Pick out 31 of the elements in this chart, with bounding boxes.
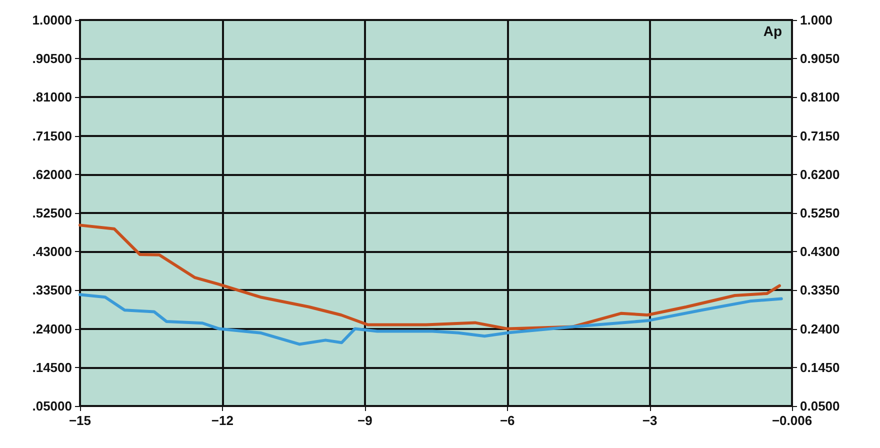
y2-tick-label: 0.5250 (800, 206, 840, 220)
y-tick-label: .24000 (32, 321, 72, 336)
y2-tick-label: 1.000 (800, 12, 833, 28)
y-tick-label: .52500 (32, 206, 72, 220)
x-tick-label: −6 (500, 413, 515, 428)
y2-tick-label: 0.4300 (800, 244, 840, 260)
y2-tick-label: 0.9050 (800, 51, 840, 66)
x-tick-label: −0.006 (772, 413, 812, 428)
y2-tick-label: 0.0500 (800, 398, 840, 414)
x-tick-label: −9 (358, 413, 372, 428)
y2-tick-label: 0.2400 (800, 321, 840, 336)
y-tick-label: 1.0000 (32, 12, 72, 28)
y-tick-label: .71500 (32, 128, 72, 144)
y-tick-label: .05000 (32, 398, 72, 414)
y2-tick-label: 0.3350 (800, 282, 840, 298)
x-tick-label: −3 (642, 413, 658, 428)
y-tick-label: .33500 (32, 282, 72, 298)
y2-tick-label: 0.1450 (800, 360, 840, 375)
annotation: Ap (763, 23, 782, 39)
y-tick-label: .43000 (32, 244, 72, 260)
line-series (78, 293, 783, 346)
x-tick-label: −15 (68, 413, 92, 428)
y2-tick-label: 0.7150 (800, 128, 840, 144)
y2-tick-label: 0.6200 (800, 166, 840, 182)
x-tick-label: −12 (211, 413, 234, 428)
y-tick-label: .90500 (32, 51, 72, 66)
y-tick-label: .81000 (32, 90, 72, 105)
y-tick-label: .14500 (32, 360, 72, 375)
y2-tick-label: 0.8100 (800, 90, 840, 105)
y-tick-label: .62000 (32, 166, 72, 182)
line-series (78, 224, 781, 330)
